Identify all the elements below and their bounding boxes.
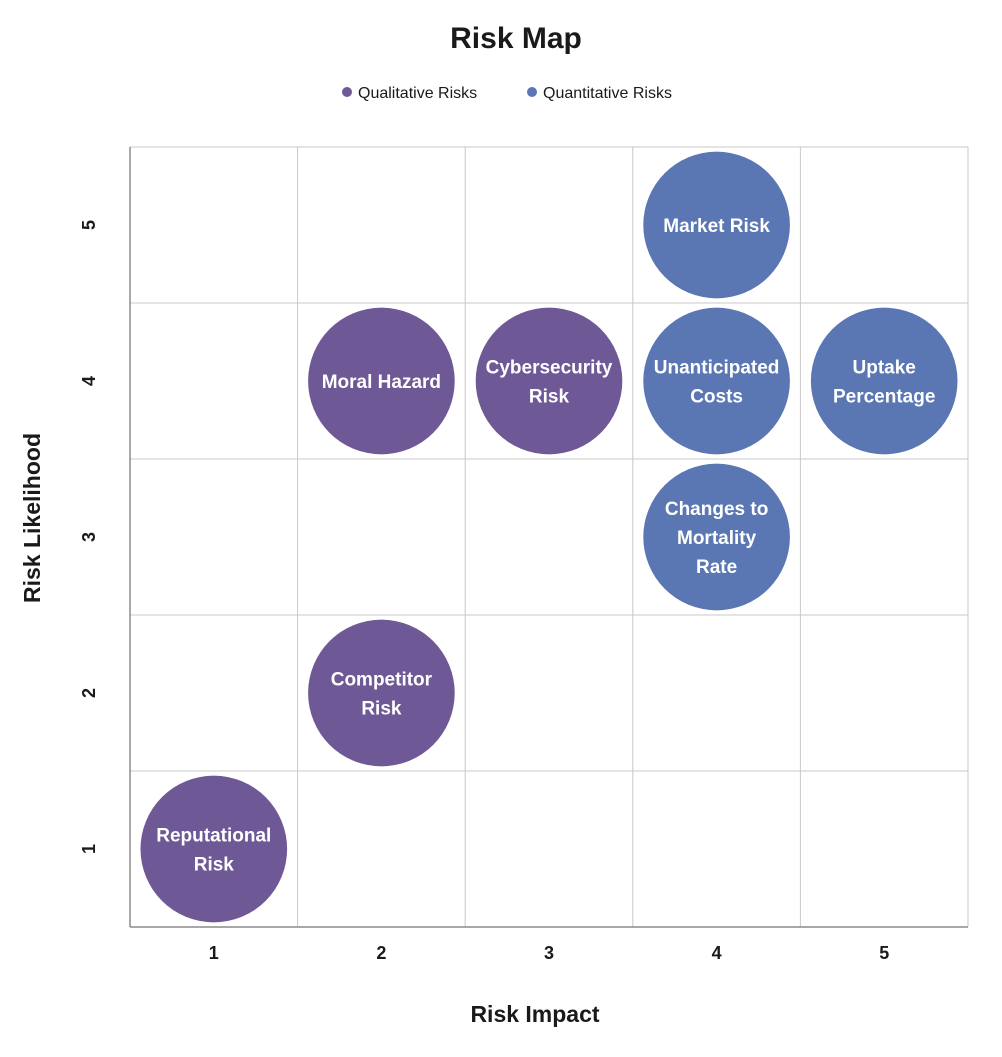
chart-title: Risk Map (450, 22, 582, 55)
risk-bubble-label: Market Risk (663, 216, 770, 237)
risk-bubble-circle (643, 151, 790, 299)
legend-marker (527, 87, 537, 97)
risk-bubble: Competitor Risk (308, 619, 455, 767)
legend-label: Quantitative Risks (543, 85, 672, 102)
legend-item: Quantitative Risks (527, 85, 672, 102)
risk-bubble-circle (140, 775, 288, 923)
legend-label: Qualitative Risks (358, 85, 477, 102)
x-tick-label: 1 (209, 943, 219, 963)
y-tick-labels: 1 2 3 4 5 (79, 220, 99, 854)
risk-bubble-label: Unanticipated Costs (654, 358, 780, 408)
y-tick-label: 3 (79, 532, 99, 542)
risk-bubble-circle (475, 307, 623, 455)
x-tick-labels: 1 2 3 4 5 (209, 943, 889, 963)
data-points: Moral Hazard Cybersecurity Risk Competitor R… (140, 151, 958, 923)
risk-bubble: Unanticipated Costs (643, 307, 790, 455)
risk-bubble-label: Cybersecurity Risk (486, 358, 613, 408)
x-axis-label: Risk Impact (470, 1001, 599, 1027)
risk-bubble: Reputational Risk (140, 775, 288, 923)
risk-bubble-circle (810, 307, 958, 455)
legend-item: Qualitative Risks (342, 85, 477, 102)
risk-bubble-label: Uptake Percentage (833, 358, 935, 408)
risk-bubble: Cybersecurity Risk (475, 307, 623, 455)
risk-bubble-label: Competitor Risk (331, 670, 433, 720)
y-tick-label: 2 (79, 688, 99, 698)
risk-bubble-label: Reputational Risk (156, 826, 271, 876)
legend-marker (342, 87, 352, 97)
y-tick-label: 1 (79, 844, 99, 854)
risk-bubble: Uptake Percentage (810, 307, 958, 455)
risk-bubble-circle (643, 307, 790, 455)
risk-bubble: Market Risk (643, 151, 790, 299)
risk-bubble-label: Moral Hazard (322, 372, 441, 393)
risk-bubble-circle (643, 463, 790, 611)
risk-bubble: Moral Hazard (308, 307, 455, 455)
grid (129, 146, 969, 928)
x-tick-label: 2 (376, 943, 386, 963)
x-tick-label: 5 (879, 943, 889, 963)
x-tick-label: 4 (712, 943, 722, 963)
risk-bubble-label: Changes to Mortality Rate (665, 499, 768, 578)
y-axis-label: Risk Likelihood (19, 433, 45, 603)
y-tick-label: 5 (79, 220, 99, 230)
risk-bubble: Changes to Mortality Rate (643, 463, 790, 611)
risk-bubble-circle (308, 619, 455, 767)
y-tick-label: 4 (79, 376, 99, 386)
x-tick-label: 3 (544, 943, 554, 963)
risk-bubble-circle (308, 307, 455, 455)
legend: Qualitative Risks Quantitative Risks (342, 85, 672, 102)
